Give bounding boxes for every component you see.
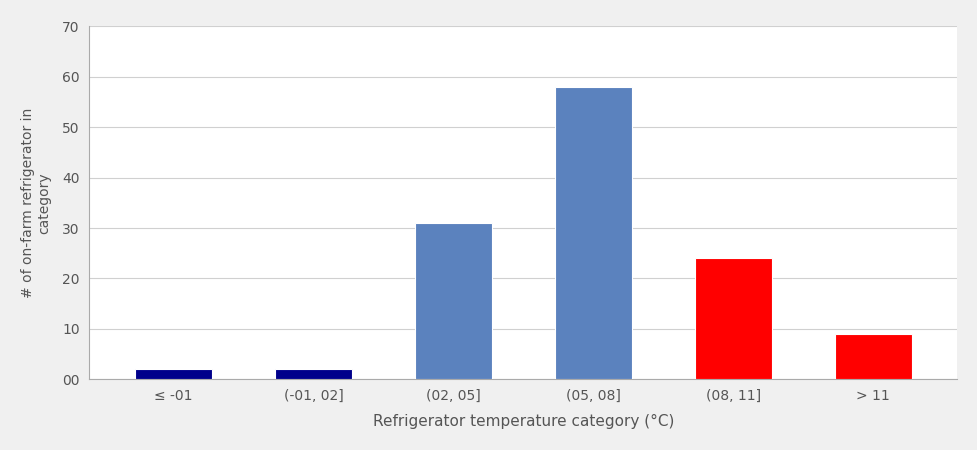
Bar xyxy=(135,369,212,379)
Bar xyxy=(275,369,352,379)
X-axis label: Refrigerator temperature category (°C): Refrigerator temperature category (°C) xyxy=(372,414,673,429)
Bar xyxy=(694,258,771,379)
Bar xyxy=(414,223,491,379)
Bar xyxy=(554,87,631,379)
Y-axis label: # of on-farm refrigerator in
category: # of on-farm refrigerator in category xyxy=(21,108,51,298)
Bar xyxy=(833,334,911,379)
